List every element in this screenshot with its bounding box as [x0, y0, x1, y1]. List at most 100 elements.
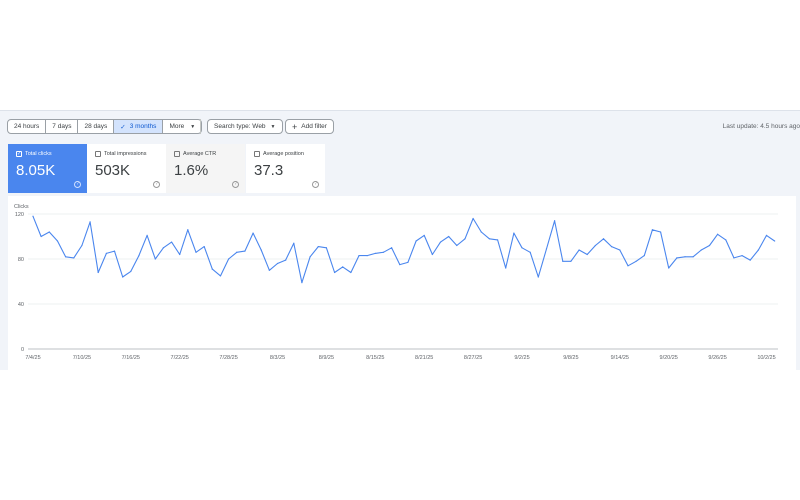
- data-point: [48, 231, 50, 233]
- last-update: Last update: 4.5 hours ago: [722, 123, 800, 130]
- metric-value: 37.3: [254, 162, 284, 179]
- x-tick-label: 8/3/25: [270, 355, 285, 361]
- range-28-days[interactable]: 28 days: [78, 120, 115, 133]
- x-tick-label: 7/28/25: [219, 355, 237, 361]
- data-point: [236, 251, 238, 253]
- data-point: [162, 247, 164, 249]
- data-point: [391, 247, 393, 249]
- metric-label: Total clicks: [25, 151, 52, 157]
- data-point: [32, 215, 34, 217]
- checkbox-icon[interactable]: [254, 151, 260, 157]
- add-filter-button[interactable]: + Add filter: [285, 119, 334, 134]
- help-icon[interactable]: ?: [312, 181, 319, 188]
- data-point: [578, 249, 580, 251]
- help-icon[interactable]: ?: [74, 181, 81, 188]
- x-tick-label: 9/20/25: [660, 355, 678, 361]
- metric-label: Average position: [263, 151, 304, 157]
- data-point: [309, 256, 311, 258]
- data-point: [749, 259, 751, 261]
- data-point: [89, 221, 91, 223]
- data-point: [692, 256, 694, 258]
- metric-card-average-position[interactable]: Average position 37.3 ?: [246, 144, 325, 193]
- x-tick-label: 10/2/25: [757, 355, 775, 361]
- metric-value: 8.05K: [16, 162, 56, 179]
- range-24-hours[interactable]: 24 hours: [8, 120, 47, 133]
- x-tick-label: 7/10/25: [73, 355, 91, 361]
- y-tick-label: 80: [18, 257, 24, 263]
- help-icon[interactable]: ?: [153, 181, 160, 188]
- x-tick-label: 8/27/25: [464, 355, 482, 361]
- data-point: [423, 234, 425, 236]
- data-point: [179, 253, 181, 256]
- data-point: [472, 217, 474, 220]
- range-more[interactable]: More ▼: [163, 120, 201, 133]
- data-point: [602, 238, 605, 240]
- data-point: [611, 246, 613, 248]
- data-point: [496, 239, 499, 241]
- data-point: [130, 270, 132, 272]
- data-point: [456, 244, 458, 247]
- data-point: [293, 242, 295, 244]
- metric-card-average-ctr[interactable]: Average CTR 1.6% ?: [166, 144, 245, 193]
- x-tick-label: 9/26/25: [708, 355, 726, 361]
- data-point: [537, 276, 539, 278]
- range-7-days[interactable]: 7 days: [46, 120, 79, 133]
- data-point: [195, 251, 197, 253]
- clicks-series-line: [32, 216, 775, 284]
- search-type-filter[interactable]: Search type: Web ▼: [207, 119, 283, 134]
- data-point: [325, 247, 327, 249]
- data-point: [513, 232, 515, 234]
- data-point: [708, 244, 711, 247]
- data-point: [358, 255, 360, 257]
- data-point: [521, 247, 523, 249]
- data-point: [65, 256, 67, 258]
- clicks-line-chart: Clicks 0 40 80 120 7/4/25 7/10/25 7/16/25 7/22/…: [14, 204, 778, 361]
- data-point: [562, 260, 564, 262]
- data-point: [643, 255, 645, 257]
- data-point: [219, 275, 222, 277]
- data-point: [733, 257, 735, 259]
- data-point: [741, 255, 743, 257]
- data-point: [407, 261, 409, 263]
- data-point: [554, 220, 556, 222]
- data-point: [659, 231, 662, 233]
- data-point: [651, 229, 654, 231]
- metric-value: 503K: [95, 162, 131, 179]
- checkbox-icon[interactable]: [95, 151, 101, 157]
- clicks-chart-panel: Clicks 0 40 80 120 7/4/25 7/10/25 7/16/25 7/22/…: [8, 196, 796, 371]
- performance-page: 24 hours 7 days 28 days ✓ 3 months More ▼ …: [0, 110, 800, 371]
- data-point: [105, 252, 107, 254]
- data-point: [203, 246, 205, 248]
- data-point: [635, 260, 637, 262]
- data-point: [684, 256, 686, 258]
- data-point: [40, 235, 42, 238]
- data-point: [774, 240, 776, 242]
- data-point: [170, 241, 173, 243]
- data-point: [301, 282, 303, 284]
- data-point: [374, 252, 376, 254]
- more-label: More: [169, 123, 185, 130]
- y-tick-label: 0: [21, 347, 24, 353]
- data-point: [317, 246, 319, 248]
- data-point: [399, 264, 401, 266]
- x-tick-label: 9/14/25: [611, 355, 629, 361]
- caret-down-icon: ▼: [190, 123, 196, 130]
- checkbox-checked-icon[interactable]: ✓: [16, 151, 22, 157]
- data-point: [717, 233, 719, 235]
- metric-card-total-clicks[interactable]: ✓ Total clicks 8.05K ?: [8, 144, 87, 193]
- metric-card-total-impressions[interactable]: Total impressions 503K ?: [87, 144, 166, 193]
- data-point: [382, 251, 385, 253]
- range-3-months[interactable]: ✓ 3 months: [114, 120, 164, 133]
- data-point: [73, 257, 75, 259]
- data-point: [619, 249, 621, 251]
- x-tick-label: 9/8/25: [563, 355, 578, 361]
- caret-down-icon: ▼: [270, 123, 276, 130]
- data-point: [154, 258, 156, 260]
- x-tick-label: 8/15/25: [366, 355, 384, 361]
- checkbox-icon[interactable]: [174, 151, 180, 157]
- data-point: [366, 255, 368, 257]
- data-point: [187, 229, 189, 231]
- data-point: [260, 249, 262, 251]
- data-point: [570, 260, 572, 262]
- help-icon[interactable]: ?: [232, 181, 239, 188]
